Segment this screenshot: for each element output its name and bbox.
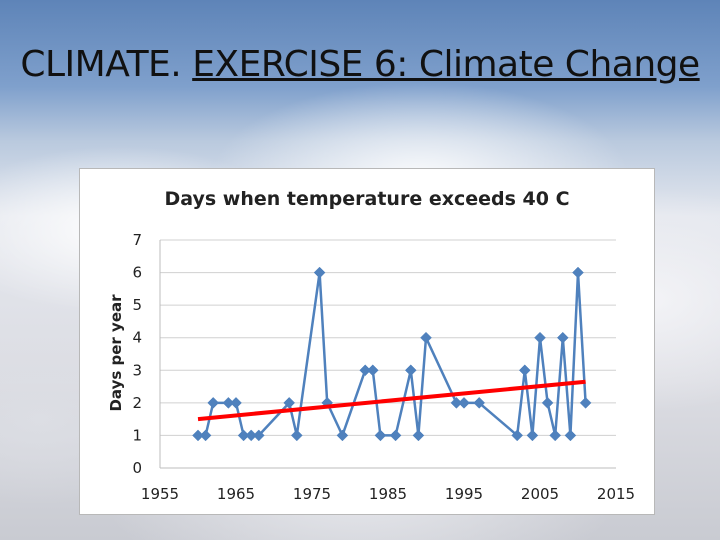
y-tick-label: 5 — [132, 296, 142, 314]
gridlines — [159, 239, 616, 469]
y-tick-label: 7 — [132, 231, 142, 249]
data-point — [412, 429, 425, 442]
data-point — [579, 397, 592, 409]
data-point — [526, 429, 539, 442]
x-tick-label: 1965 — [217, 485, 255, 503]
data-point — [199, 429, 212, 442]
chart-title: Days when temperature exceeds 40 C — [164, 188, 569, 210]
data-point — [458, 397, 470, 409]
data-point — [511, 429, 524, 442]
x-tick-label: 2005 — [521, 485, 559, 503]
x-tick-label: 1985 — [369, 485, 407, 503]
data-point — [207, 397, 220, 409]
y-tick-label: 2 — [132, 394, 142, 412]
data-point — [374, 429, 387, 442]
data-point — [518, 364, 531, 377]
y-tick-label: 0 — [132, 459, 142, 477]
line-chart: Days when temperature exceeds 40 C Days … — [107, 188, 635, 503]
x-tick-labels: 1955 1965 1975 1985 1995 2005 2015 — [141, 485, 635, 503]
y-tick-label: 1 — [132, 426, 142, 444]
data-point — [252, 429, 265, 442]
x-tick-label: 1975 — [293, 485, 331, 503]
data-point — [473, 397, 486, 409]
data-point — [564, 429, 577, 442]
data-point — [290, 429, 303, 442]
data-point — [230, 397, 242, 409]
data-point — [336, 429, 349, 442]
y-tick-label: 6 — [132, 264, 142, 282]
y-tick-label: 4 — [132, 329, 142, 347]
series-line — [198, 271, 587, 437]
x-tick-label: 1995 — [445, 485, 483, 503]
trend-line — [197, 379, 586, 422]
data-point — [366, 364, 379, 377]
x-tick-label: 1955 — [141, 485, 179, 503]
data-point — [534, 331, 546, 344]
slide-title-prefix: CLIMATE. — [20, 44, 193, 85]
data-point — [420, 331, 432, 344]
y-axis-label: Days per year — [107, 294, 125, 412]
slide-title: CLIMATE. EXERCISE 6: Climate Change — [0, 44, 720, 85]
y-tick-labels: 0 1 2 3 4 5 6 7 — [132, 231, 142, 477]
data-point — [572, 266, 584, 279]
data-point — [549, 429, 562, 442]
slide-title-underlined: EXERCISE 6: Climate Change — [192, 44, 700, 85]
data-point — [313, 266, 326, 279]
chart-panel: Days when temperature exceeds 40 C Days … — [79, 168, 655, 515]
x-tick-label: 2015 — [597, 485, 635, 503]
data-point — [404, 364, 417, 377]
y-tick-label: 3 — [132, 361, 142, 379]
data-point — [389, 429, 402, 442]
data-point — [541, 397, 554, 409]
data-point — [556, 331, 569, 344]
series-layer — [192, 266, 592, 442]
